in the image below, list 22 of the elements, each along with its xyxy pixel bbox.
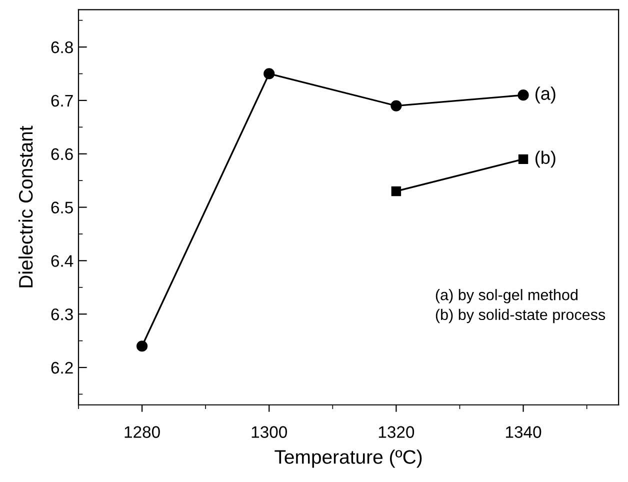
x-tick-label: 1300 (252, 426, 288, 438)
annotation: (a) (536, 86, 556, 104)
y-tick-label: 6.5 (51, 202, 73, 214)
y-tick-label: 6.3 (51, 308, 73, 320)
point (136, 340, 148, 352)
x-axis-title: Temperature (ºC) (274, 450, 422, 468)
point (264, 68, 275, 80)
point (518, 90, 529, 101)
y-tick-label: 6.8 (51, 41, 73, 54)
annotation: (a) by sol-gel method (b) by solid-state process (436, 289, 606, 324)
y-tick-label: 6.2 (51, 362, 73, 374)
y-tick-label: 6.7 (51, 94, 73, 107)
x-tick-label: 1320 (378, 426, 414, 438)
y-tick-label: 6.4 (51, 255, 74, 267)
point (518, 154, 528, 164)
point (391, 186, 402, 196)
x-tick-label: 1280 (124, 426, 160, 438)
x-tick-label: 1340 (506, 426, 542, 438)
y-axis-title: Dielectric Constant (18, 126, 33, 288)
annotation: (b) (536, 150, 556, 168)
point (390, 100, 402, 112)
y-tick-label: 6.6 (51, 148, 73, 160)
